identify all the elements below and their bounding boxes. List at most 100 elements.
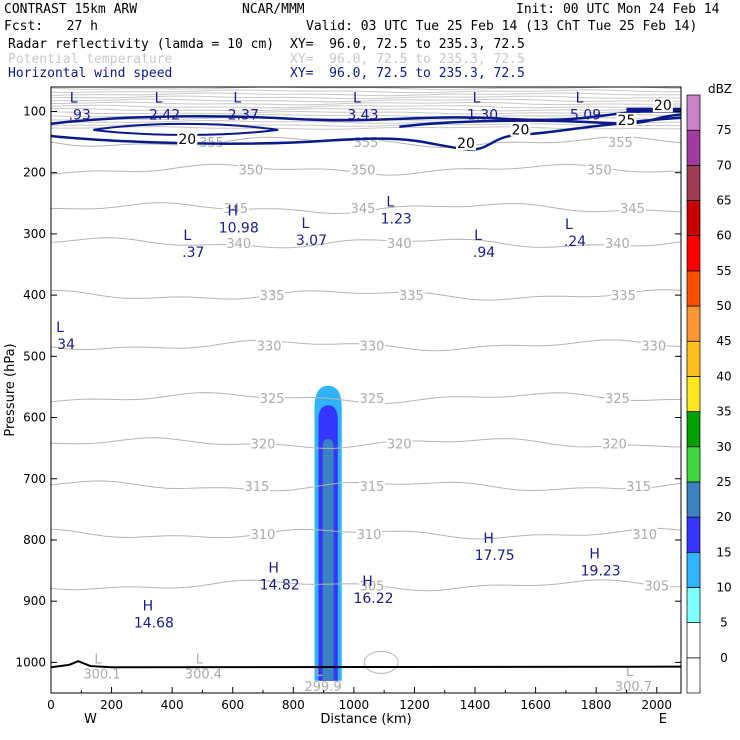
wind-contour-20-closed [93, 122, 279, 136]
theta-label-315: 315 [360, 480, 385, 495]
wind-extremum-value: 16.22 [353, 591, 393, 607]
theta-label-320: 320 [251, 437, 276, 452]
colorbar-label: 30 [716, 440, 731, 454]
x-tick-label: 200 [100, 698, 123, 712]
theta-label-bg [359, 480, 386, 495]
x-tick-label: 1200 [399, 698, 430, 712]
model-title: CONTRAST 15km ARW [4, 2, 138, 17]
wind-extremum-mark: L [302, 216, 310, 232]
wind-extremum-value: 19.23 [581, 563, 621, 579]
theta-label-bg [250, 527, 277, 542]
axes-layer: 100 200 300 400 500 600 700 800 900 1000 0 200 400 60… [3, 86, 682, 727]
theta-label-bg [349, 202, 376, 217]
forecast-hour: Fcst: 27 h [4, 19, 98, 34]
wind-extremum-mark: L [386, 194, 394, 210]
wind-extremum-value: 5.09 [570, 107, 601, 123]
colorbar: 0 5 10 15 20 25 30 35 40 45 50 55 60 65 70 75 dBZ [686, 82, 732, 694]
theta-extremum-value: 299.9 [304, 680, 341, 695]
wind-extremum-mark: L [183, 228, 191, 244]
theta-contour-340 [51, 237, 681, 249]
wind-extremum-mark: H [589, 546, 600, 562]
colorbar-label: 75 [716, 123, 731, 137]
wind-extremum-mark: H [268, 561, 279, 577]
theta-label-bg [619, 202, 646, 217]
y-axis-label: Pressure (hPa) [3, 343, 18, 436]
theta-label-350: 350 [587, 164, 612, 179]
colorbar-block [686, 411, 701, 448]
theta-label-bg [356, 527, 383, 542]
theta-upper-contour [51, 89, 681, 94]
theta-label-310: 310 [357, 528, 382, 543]
wind-contour-label-25: 25 [618, 113, 636, 129]
x-tick-label: 400 [161, 698, 184, 712]
wind-contour-25 [399, 113, 681, 129]
theta-upper-contour [51, 98, 681, 103]
reflectivity-layer [314, 385, 342, 681]
wind-extremum-value: .93 [69, 107, 91, 123]
theta-upper-contour [51, 92, 681, 97]
theta-label-bg [604, 237, 631, 252]
theta-extremum-value: 300.1 [83, 668, 120, 683]
y-tick-label: 800 [23, 533, 46, 547]
theta-label-bg [601, 437, 628, 452]
theta-label-bg [604, 391, 631, 406]
theta-label-bg [640, 339, 667, 354]
colorbar-label: 50 [716, 299, 731, 313]
wind-extremum-mark: L [474, 228, 482, 244]
theta-label-310: 310 [251, 528, 276, 543]
colorbar-label: 65 [716, 194, 731, 208]
y-tick-label: 100 [23, 104, 46, 118]
wind-contour-20-upper [51, 107, 681, 125]
theta-label-350: 350 [351, 164, 376, 179]
theta-label-bg [259, 391, 286, 406]
theta-label-bg [256, 339, 283, 354]
theta-upper-contour [51, 101, 681, 106]
field-theta-xy: XY= 96.0, 72.5 to 235.3, 72.5 [290, 52, 525, 67]
theta-label-325: 325 [605, 392, 630, 407]
wind-extremum-value: 34 [57, 337, 75, 353]
wind-label-bg [652, 98, 673, 113]
wind-label-bg [455, 136, 476, 151]
west-label: W [84, 712, 97, 727]
y-tick-label: 1000 [15, 655, 46, 669]
theta-label-bg [607, 136, 634, 151]
theta-label-340: 340 [387, 237, 412, 252]
theta-label-355: 355 [608, 136, 633, 151]
wind-extremum-value: 3.43 [347, 107, 378, 123]
x-axis-label: Distance (km) [320, 712, 411, 727]
theta-label-bg [259, 289, 286, 304]
wind-contour-label-20: 20 [512, 123, 530, 139]
colorbar-block [686, 657, 701, 694]
theta-label-335: 335 [399, 289, 424, 304]
theta-label-335: 335 [260, 289, 285, 304]
theta-label-bg [631, 527, 658, 542]
theta-label-345: 345 [223, 202, 248, 217]
colorbar-label: 40 [716, 369, 731, 383]
colorbar-label: 5 [720, 616, 728, 630]
wind-extremum-mark: L [353, 90, 361, 106]
terrain-layer [50, 660, 682, 669]
wind-extremum-mark: L [473, 90, 481, 106]
theta-label-bg [359, 339, 386, 354]
theta-label-320: 320 [602, 437, 627, 452]
colorbar-label: 60 [716, 229, 731, 243]
wind-extremum-mark: H [483, 531, 494, 547]
wind-extremum-mark: H [227, 204, 238, 220]
theta-label-bg [386, 237, 413, 252]
field-wind-label: Horizontal wind speed [8, 66, 173, 81]
theta-label-310: 310 [632, 528, 657, 543]
wind-extremum-value: 3.07 [296, 233, 327, 249]
wind-extremum-value: 1.30 [467, 107, 498, 123]
colorbar-label: 45 [716, 334, 731, 348]
theta-extremum-value: 300.4 [185, 668, 222, 683]
wind-extremum-mark: L [565, 217, 573, 233]
field-theta-label: Potential temperature [8, 52, 173, 67]
colorbar-label: 55 [716, 264, 731, 278]
theta-label-315: 315 [626, 480, 651, 495]
theta-extremum-mark: L [315, 665, 323, 680]
wind-extremum-mark: L [576, 90, 584, 106]
theta-label-345: 345 [620, 202, 645, 217]
theta-label-315: 315 [245, 480, 270, 495]
theta-label-305: 305 [644, 579, 669, 594]
theta-label-bg [398, 289, 425, 304]
